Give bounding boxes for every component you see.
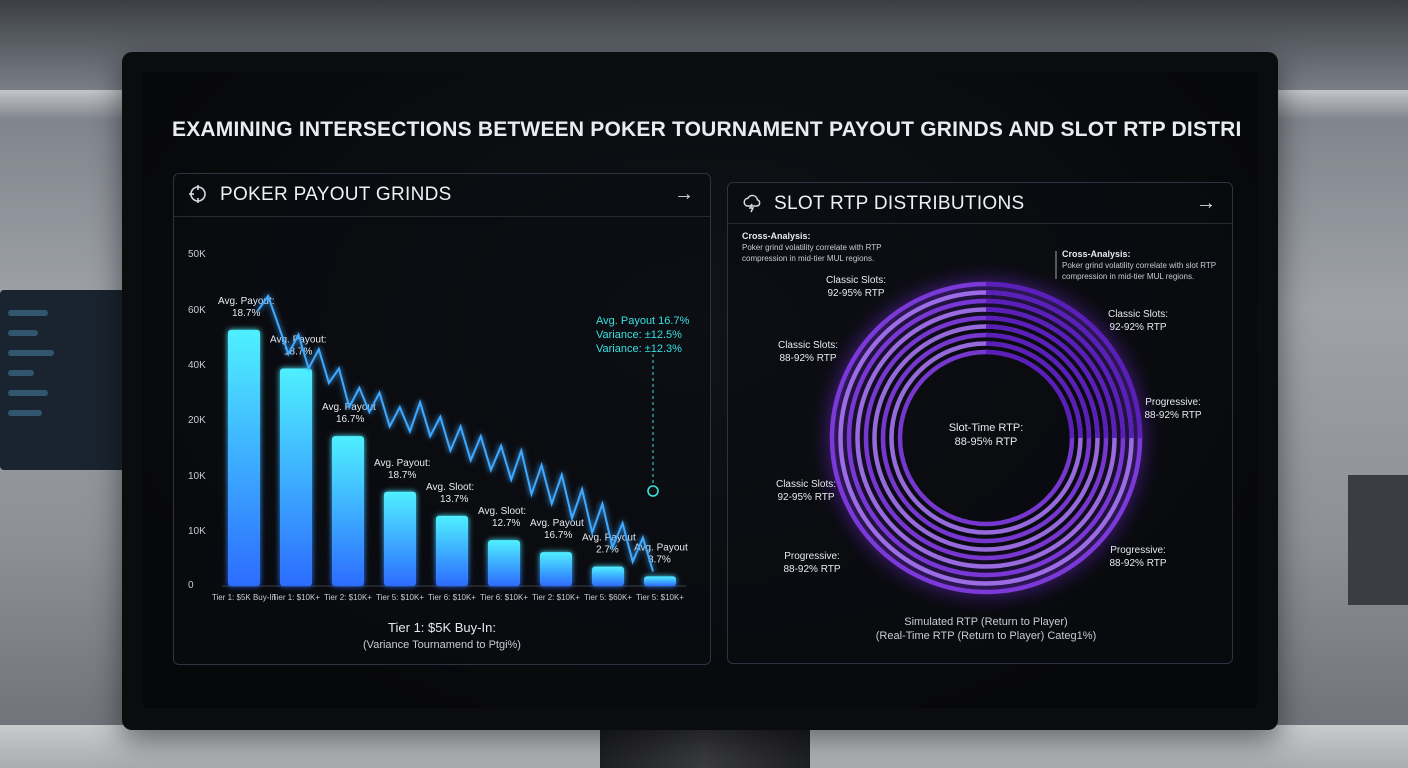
bar[interactable]: [540, 552, 572, 586]
ring-label-title: Progressive:: [784, 551, 840, 562]
rtp-ring-segment[interactable]: [838, 290, 1134, 586]
x-tick-label: Tier 6: $10K+: [428, 593, 476, 602]
slot-footer-line-2: (Real-Time RTP (Return to Player) Categ1…: [876, 630, 1096, 642]
poker-footer-line-2: (Variance Tournamend to Ptgi%): [363, 639, 521, 651]
ring-label-title: Progressive:: [1110, 545, 1166, 556]
rtp-ring-segment[interactable]: [872, 324, 1100, 552]
slot-panel-header: SLOT RTP DISTRIBUTIONS →: [728, 183, 1232, 224]
y-tick-label: 50K: [188, 249, 206, 260]
background-screen: [0, 290, 128, 470]
note-left-3: compression in mid-tier MUL regions.: [742, 254, 874, 263]
ring-label-value: 92-95% RTP: [827, 288, 884, 299]
bar-data-value: 18.7%: [232, 308, 260, 319]
rtp-ring-segment[interactable]: [846, 298, 1126, 578]
bar[interactable]: [592, 566, 624, 586]
ring-center-label-1: Slot-Time RTP:: [949, 422, 1024, 434]
ring-label-value: 88-92% RTP: [783, 564, 840, 575]
bar[interactable]: [228, 329, 260, 586]
bar-data-value: 16.7%: [336, 414, 364, 425]
poker-panel-header: POKER PAYOUT GRINDS →: [174, 174, 710, 217]
rtp-ring-segment[interactable]: [897, 349, 1075, 527]
note-right-1: Cross-Analysis:: [1062, 249, 1131, 259]
slot-footer-line-1: Simulated RTP (Return to Player): [904, 616, 1067, 628]
rtp-ring-segment[interactable]: [889, 341, 1083, 535]
bar-data-value: 18.7%: [284, 347, 312, 358]
bar[interactable]: [644, 576, 676, 586]
poker-footer-line-1: Tier 1: $5K Buy-In:: [388, 620, 496, 635]
bar[interactable]: [332, 436, 364, 586]
ring-label-value: 88-92% RTP: [1144, 410, 1201, 421]
rtp-ring-segment[interactable]: [880, 332, 1092, 544]
background-chair: [1348, 475, 1408, 605]
bar-data-value: 2.7%: [596, 545, 619, 556]
bar-data-label: Avg. Payout: [530, 518, 584, 529]
bar[interactable]: [280, 368, 312, 587]
note-left-1: Cross-Analysis:: [742, 231, 811, 241]
rtp-ring-segment[interactable]: [855, 307, 1117, 569]
y-tick-label: 0: [188, 580, 194, 591]
callout-line-1: Avg. Payout 16.7%: [596, 315, 690, 327]
rtp-ring-segment[interactable]: [863, 315, 1109, 561]
bar[interactable]: [436, 515, 468, 586]
callout-marker[interactable]: [647, 485, 659, 497]
slot-panel-title: SLOT RTP DISTRIBUTIONS: [774, 193, 1025, 214]
y-tick-label: 60K: [188, 305, 206, 316]
bar-data-value: 13.7%: [440, 494, 468, 505]
note-right-2: Poker grind volatility correlate with sl…: [1062, 261, 1216, 270]
bar-data-label: Avg. Payout: [634, 542, 688, 553]
rtp-ring-segment[interactable]: [829, 281, 1143, 595]
ring-label-title: Progressive:: [1145, 397, 1201, 408]
bar-data-label: Avg. Sloot:: [478, 506, 526, 517]
cloud-flash-icon: [742, 193, 762, 213]
ring-label-value: 88-92% RTP: [779, 353, 836, 364]
bar[interactable]: [384, 491, 416, 586]
y-tick-label: 40K: [188, 360, 206, 371]
x-tick-label: Tier 1: $10K+: [272, 593, 320, 602]
note-left-2: Poker grind volatility correlate with RT…: [742, 243, 881, 252]
bar-data-value: 16.7%: [544, 530, 572, 541]
ring-label-value: 88-92% RTP: [1109, 558, 1166, 569]
ring-label-title: Classic Slots:: [826, 275, 886, 286]
arrow-right-icon[interactable]: →: [674, 183, 694, 205]
bar[interactable]: [488, 540, 520, 586]
poker-panel[interactable]: POKER PAYOUT GRINDS → 50K 60K 40K 20K 10K 10K…: [173, 173, 711, 665]
arrow-right-icon[interactable]: →: [1196, 192, 1216, 214]
bar-data-label: Avg. Sloot:: [426, 482, 474, 493]
ring-label-title: Classic Slots:: [776, 479, 836, 490]
x-tick-label: Tier 2: $10K+: [324, 593, 372, 602]
page-title: EXAMINING INTERSECTIONS BETWEEN POKER TO…: [172, 118, 1242, 141]
x-tick-label: Tier 1: $5K Buy-In: [212, 593, 276, 602]
note-right-3: compression in mid-tier MUL regions.: [1062, 272, 1194, 281]
callout-line-2: Variance: ±12.5%: [596, 329, 682, 341]
bar-data-value: 18.7%: [388, 470, 416, 481]
bar-data-label: Avg. Payout:: [270, 335, 327, 346]
ring-label-value: 92-92% RTP: [1109, 322, 1166, 333]
bar-data-label: Avg. Payout:: [374, 458, 431, 469]
target-icon: [188, 184, 208, 204]
x-tick-label: Tier 5: $10K+: [376, 593, 424, 602]
bar-data-label: Avg. Payout:: [218, 296, 275, 307]
ring-center-label-2: 88-95% RTP: [955, 436, 1018, 448]
slot-ring-chart: Cross-Analysis: Poker grind volatility c…: [742, 231, 1216, 642]
poker-panel-title: POKER PAYOUT GRINDS: [220, 184, 452, 205]
y-tick-label: 10K: [188, 471, 206, 482]
x-tick-label: Tier 2: $10K+: [532, 593, 580, 602]
bar-data-label: Avg. Payout: [582, 533, 636, 544]
callout-line-3: Variance: ±12.3%: [596, 343, 682, 355]
x-tick-label: Tier 5: $10K+: [636, 593, 684, 602]
bar-data-value: 3.7%: [648, 554, 671, 565]
ring-label-value: 92-95% RTP: [777, 492, 834, 503]
x-tick-label: Tier 6: $10K+: [480, 593, 528, 602]
y-tick-label: 10K: [188, 526, 206, 537]
ring-label-title: Classic Slots:: [778, 340, 838, 351]
payout-trend-line: [257, 293, 654, 572]
ring-label-title: Classic Slots:: [1108, 309, 1168, 320]
x-tick-label: Tier 5: $60K+: [584, 593, 632, 602]
bar-data-value: 12.7%: [492, 518, 520, 529]
y-tick-label: 20K: [188, 415, 206, 426]
slot-panel[interactable]: SLOT RTP DISTRIBUTIONS → Cross-Analysis:…: [727, 182, 1233, 664]
